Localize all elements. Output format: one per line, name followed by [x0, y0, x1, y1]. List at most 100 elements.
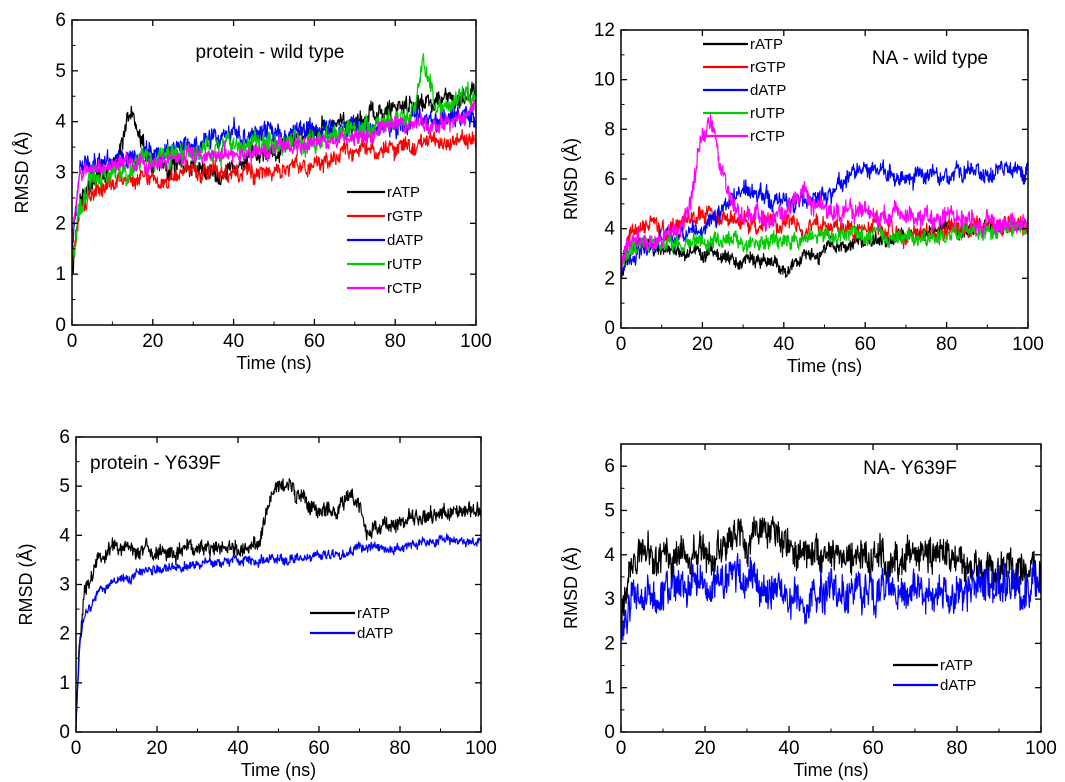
- series-line-datp: [76, 533, 481, 723]
- y-tick-label: 5: [55, 61, 66, 82]
- x-axis-label: Time (ns): [787, 356, 862, 376]
- legend-label-rutp: rUTP: [750, 105, 785, 122]
- legend-label-ratp: rATP: [387, 184, 420, 201]
- x-tick-label: 0: [616, 738, 627, 759]
- legend-label-datp: dATP: [940, 677, 976, 694]
- y-tick-label: 2: [55, 213, 66, 234]
- x-tick-label: 100: [1012, 334, 1044, 355]
- legend-label-ratp: rATP: [357, 605, 390, 622]
- series-line-rctp: [72, 99, 476, 241]
- chart-protein-y639f: 0 20 40 60 80 100 0 1 2 3 4 5 6 Time (ns) RMSD (Å) prot…: [16, 427, 497, 780]
- chart-title: protein - wild type: [196, 42, 345, 63]
- x-tick-label: 60: [855, 334, 876, 355]
- series-line-rgtp: [72, 128, 476, 267]
- series-group: [621, 113, 1028, 280]
- series-line-ratp: [76, 478, 481, 729]
- x-tick-label: 80: [385, 331, 406, 352]
- y-tick-label: 3: [55, 163, 66, 184]
- x-tick-label: 60: [862, 738, 883, 759]
- series-line-datp: [621, 552, 1041, 641]
- y-tick-label: 10: [594, 70, 615, 91]
- y-tick-label: 4: [59, 525, 70, 546]
- legend-label-rutp: rUTP: [387, 256, 422, 273]
- chart-na-wild-type: 0 20 40 60 80 100 0 2 4 6 8 10 12 Time (ns) RMSD (Å) NA…: [561, 20, 1044, 376]
- series-line-rutp: [621, 217, 1028, 270]
- x-tick-label: 40: [778, 738, 799, 759]
- y-tick-label: 4: [55, 112, 66, 133]
- x-tick-label: 0: [616, 334, 627, 355]
- series-line-datp: [621, 159, 1028, 274]
- y-tick-label: 6: [604, 169, 615, 190]
- x-tick-label: 100: [1025, 738, 1057, 759]
- legend: rATP rGTP dATP rUTP rCTP: [703, 36, 786, 145]
- legend-label-rgtp: rGTP: [387, 208, 423, 225]
- plot-frame: [620, 29, 1029, 329]
- y-tick-label: 1: [604, 678, 615, 699]
- chart-na-y639f: 0 20 40 60 80 100 0 1 2 3 4 5 6 Time (ns) RMSD (Å) NA- …: [561, 443, 1057, 780]
- legend-label-rctp: rCTP: [387, 280, 422, 297]
- y-tick-label: 6: [59, 427, 70, 448]
- legend: rATP dATP: [893, 657, 976, 694]
- y-tick-label: 4: [604, 219, 615, 240]
- y-tick-label: 6: [55, 10, 66, 31]
- legend-label-datp: dATP: [357, 625, 393, 642]
- chart-protein-wild-type: 0 20 40 60 80 100 0 1 2 3 4 5 6 Time (ns) RMSD (Å) prot…: [12, 10, 492, 373]
- chart-title: NA- Y639F: [863, 458, 957, 479]
- x-tick-label: 80: [936, 334, 957, 355]
- x-axis-label: Time (ns): [241, 760, 316, 780]
- legend-label-ratp: rATP: [750, 36, 783, 53]
- x-tick-label: 100: [460, 331, 492, 352]
- legend-label-rgtp: rGTP: [750, 59, 786, 76]
- series-group: [76, 478, 481, 729]
- y-tick-label: 0: [55, 315, 66, 336]
- x-tick-label: 40: [773, 334, 794, 355]
- y-tick-label: 4: [604, 545, 615, 566]
- y-tick-label: 0: [604, 318, 615, 339]
- y-tick-label: 2: [59, 624, 70, 645]
- x-axis-label: Time (ns): [236, 353, 311, 373]
- y-axis-label: RMSD (Å): [561, 547, 581, 629]
- y-tick-label: 2: [604, 633, 615, 654]
- x-tick-label: 60: [308, 738, 329, 759]
- series-group: [72, 53, 476, 274]
- y-tick-label: 12: [594, 20, 615, 41]
- chart-title: protein - Y639F: [90, 453, 221, 474]
- x-tick-label: 60: [304, 331, 325, 352]
- y-tick-label: 5: [59, 476, 70, 497]
- y-tick-label: 1: [59, 673, 70, 694]
- x-tick-label: 0: [71, 738, 82, 759]
- x-axis-label: Time (ns): [793, 760, 868, 780]
- y-tick-label: 8: [604, 119, 615, 140]
- legend: rATP dATP: [310, 605, 393, 642]
- x-tick-label: 80: [389, 738, 410, 759]
- legend-label-ratp: rATP: [940, 657, 973, 674]
- y-tick-label: 5: [604, 500, 615, 521]
- y-tick-label: 6: [604, 456, 615, 477]
- y-tick-label: 3: [604, 589, 615, 610]
- legend-label-rctp: rCTP: [750, 128, 785, 145]
- series-group: [621, 515, 1041, 641]
- x-tick-label: 40: [223, 331, 244, 352]
- x-tick-label: 20: [146, 738, 167, 759]
- y-tick-label: 0: [59, 722, 70, 743]
- x-tick-label: 20: [692, 334, 713, 355]
- x-tick-label: 0: [67, 331, 78, 352]
- legend: rATP rGTP dATP rUTP rCTP: [347, 184, 423, 297]
- y-tick-label: 2: [604, 268, 615, 289]
- y-axis-label: RMSD (Å): [561, 138, 581, 220]
- series-line-rctp: [621, 113, 1028, 273]
- y-tick-label: 3: [59, 575, 70, 596]
- y-axis-label: RMSD (Å): [12, 132, 32, 214]
- y-tick-label: 0: [604, 722, 615, 743]
- x-tick-label: 20: [694, 738, 715, 759]
- y-axis-label: RMSD (Å): [16, 544, 36, 626]
- x-tick-label: 40: [227, 738, 248, 759]
- x-tick-label: 80: [946, 738, 967, 759]
- y-tick-label: 1: [55, 264, 66, 285]
- legend-label-datp: dATP: [750, 82, 786, 99]
- legend-label-datp: dATP: [387, 232, 423, 249]
- x-tick-label: 100: [465, 738, 497, 759]
- x-tick-label: 20: [142, 331, 163, 352]
- chart-title: NA - wild type: [872, 48, 988, 69]
